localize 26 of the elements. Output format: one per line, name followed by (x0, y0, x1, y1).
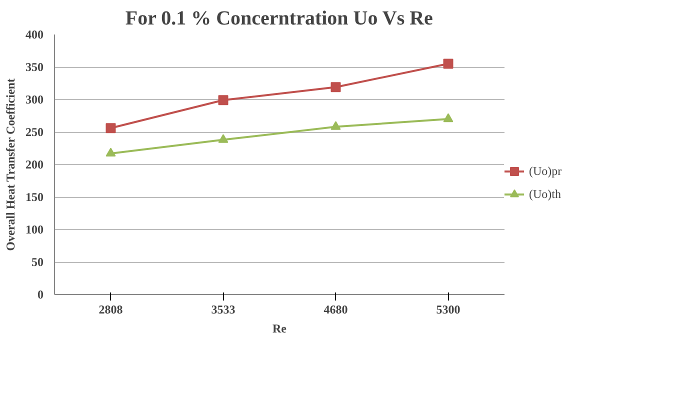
x-tick-label: 3533 (211, 302, 236, 316)
point (330, 121, 341, 130)
legend-label: (Uo)pr (529, 164, 562, 178)
x-tick-label: 2808 (98, 302, 123, 316)
y-tick-label: 300 (26, 92, 44, 106)
chart-title: For 0.1 % Concerntration Uo Vs Re (125, 8, 434, 30)
y-tick-label: 100 (26, 222, 44, 236)
point (218, 134, 228, 143)
point (443, 58, 454, 69)
point (443, 113, 454, 122)
point (218, 95, 228, 106)
x-axis-title: Re (272, 322, 288, 336)
point (106, 148, 116, 157)
y-tick-label: 50 (32, 255, 44, 269)
point (330, 82, 341, 92)
point (106, 123, 116, 134)
y-tick-label: 400 (26, 28, 44, 42)
x-tick-label: 5300 (436, 302, 460, 316)
x-tick-label: 4680 (324, 302, 348, 316)
legend-label: (Uo)th (529, 186, 561, 202)
y-axis-title: Overall Heat Transfer Coefficient (4, 78, 18, 251)
y-tick-label: 200 (26, 158, 44, 172)
y-tick-label: 350 (26, 60, 44, 74)
y-tick-label: 250 (26, 125, 44, 139)
y-tick-label: 150 (26, 190, 44, 204)
y-tick-label: 0 (38, 288, 44, 302)
